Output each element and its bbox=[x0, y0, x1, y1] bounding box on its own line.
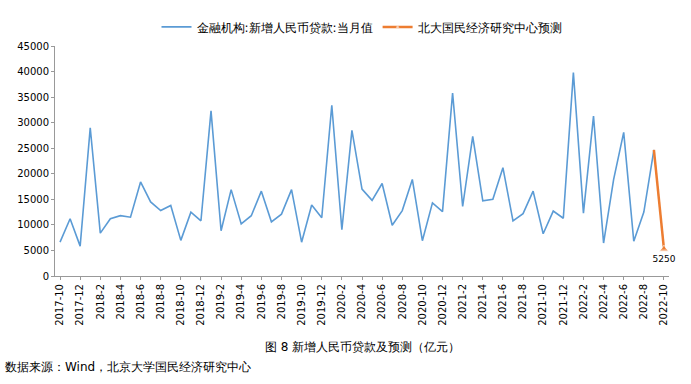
svg-text:2018-2: 2018-2 bbox=[95, 284, 106, 319]
svg-text:2021-6: 2021-6 bbox=[497, 284, 508, 319]
svg-text:5250: 5250 bbox=[653, 254, 676, 264]
svg-text:2020-4: 2020-4 bbox=[356, 284, 367, 319]
svg-text:2021-10: 2021-10 bbox=[537, 284, 548, 326]
svg-text:2019-8: 2019-8 bbox=[276, 284, 287, 319]
svg-text:2020-6: 2020-6 bbox=[376, 284, 387, 319]
svg-text:2021-8: 2021-8 bbox=[517, 284, 528, 319]
svg-text:2020-2: 2020-2 bbox=[336, 284, 347, 319]
svg-text:45000: 45000 bbox=[17, 41, 49, 52]
svg-text:2022-10: 2022-10 bbox=[658, 284, 669, 326]
svg-text:2018-4: 2018-4 bbox=[115, 284, 126, 319]
svg-text:图 8 新增人民币贷款及预测（亿元）: 图 8 新增人民币贷款及预测（亿元） bbox=[265, 340, 460, 354]
svg-text:10000: 10000 bbox=[17, 219, 49, 230]
svg-text:20000: 20000 bbox=[17, 168, 49, 179]
svg-text:北大国民经济研究中心预测: 北大国民经济研究中心预测 bbox=[418, 21, 562, 35]
svg-text:2018-10: 2018-10 bbox=[175, 284, 186, 326]
svg-text:2022-6: 2022-6 bbox=[618, 284, 629, 319]
svg-text:25000: 25000 bbox=[17, 143, 49, 154]
svg-text:15000: 15000 bbox=[17, 194, 49, 205]
svg-text:2022-8: 2022-8 bbox=[638, 284, 649, 319]
svg-text:2021-2: 2021-2 bbox=[457, 284, 468, 319]
svg-text:金融机构:新增人民币贷款:当月值: 金融机构:新增人民币贷款:当月值 bbox=[197, 21, 373, 35]
svg-text:40000: 40000 bbox=[17, 66, 49, 77]
svg-text:2022-2: 2022-2 bbox=[578, 284, 589, 319]
svg-text:2018-12: 2018-12 bbox=[195, 284, 206, 326]
svg-text:2022-4: 2022-4 bbox=[598, 284, 609, 319]
svg-text:2020-10: 2020-10 bbox=[417, 284, 428, 326]
svg-text:2019-2: 2019-2 bbox=[215, 284, 226, 319]
svg-text:2019-12: 2019-12 bbox=[316, 284, 327, 326]
svg-text:2019-10: 2019-10 bbox=[296, 284, 307, 326]
svg-text:2019-4: 2019-4 bbox=[235, 284, 246, 319]
svg-text:数据来源：Wind，北京大学国民经济研究中心: 数据来源：Wind，北京大学国民经济研究中心 bbox=[5, 360, 251, 374]
svg-text:35000: 35000 bbox=[17, 92, 49, 103]
svg-text:2021-4: 2021-4 bbox=[477, 284, 488, 319]
svg-text:2017-12: 2017-12 bbox=[74, 284, 85, 326]
svg-text:2018-8: 2018-8 bbox=[155, 284, 166, 319]
svg-text:2018-6: 2018-6 bbox=[135, 284, 146, 319]
svg-text:2021-12: 2021-12 bbox=[558, 284, 569, 326]
svg-text:2017-10: 2017-10 bbox=[54, 284, 65, 326]
svg-text:30000: 30000 bbox=[17, 117, 49, 128]
svg-text:2019-6: 2019-6 bbox=[256, 284, 267, 319]
svg-text:2020-8: 2020-8 bbox=[397, 284, 408, 319]
svg-text:2020-12: 2020-12 bbox=[437, 284, 448, 326]
svg-text:5000: 5000 bbox=[24, 245, 49, 256]
svg-text:0: 0 bbox=[43, 271, 49, 282]
